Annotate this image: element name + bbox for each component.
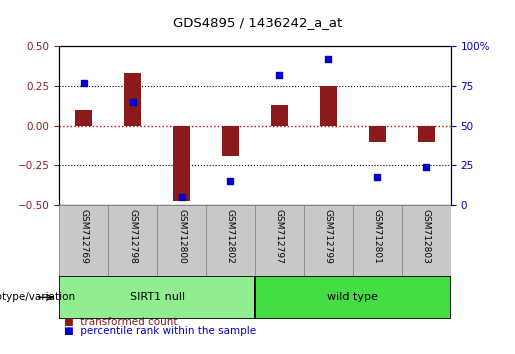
Bar — [59, 205, 108, 276]
Text: GSM712803: GSM712803 — [422, 209, 431, 264]
Bar — [353, 205, 402, 276]
Point — [129, 99, 137, 105]
Text: GDS4895 / 1436242_a_at: GDS4895 / 1436242_a_at — [173, 16, 342, 29]
Bar — [59, 276, 255, 319]
Bar — [369, 126, 386, 142]
Point — [422, 164, 430, 170]
Text: GSM712801: GSM712801 — [373, 209, 382, 264]
Bar — [418, 126, 435, 142]
Point — [79, 80, 88, 85]
Text: genotype/variation: genotype/variation — [0, 292, 76, 302]
Bar — [173, 126, 190, 200]
Bar — [75, 110, 92, 126]
Text: GSM712802: GSM712802 — [226, 209, 235, 264]
Bar — [304, 205, 353, 276]
Point — [177, 195, 185, 200]
Bar — [271, 105, 288, 126]
Bar — [108, 205, 157, 276]
Point — [226, 178, 234, 184]
Bar — [206, 205, 255, 276]
Text: GSM712799: GSM712799 — [324, 209, 333, 264]
Text: GSM712798: GSM712798 — [128, 209, 137, 264]
Text: wild type: wild type — [328, 292, 378, 302]
Text: GSM712797: GSM712797 — [275, 209, 284, 264]
Point — [324, 56, 333, 62]
Text: SIRT1 null: SIRT1 null — [129, 292, 185, 302]
Bar — [320, 86, 337, 126]
Text: GSM712769: GSM712769 — [79, 209, 88, 264]
Point — [373, 174, 381, 179]
Bar — [255, 276, 451, 319]
Text: GSM712800: GSM712800 — [177, 209, 186, 264]
Text: ■  transformed count: ■ transformed count — [64, 317, 178, 327]
Bar — [124, 73, 141, 126]
Bar — [402, 205, 451, 276]
Bar — [157, 205, 206, 276]
Bar — [222, 126, 239, 156]
Text: ■  percentile rank within the sample: ■ percentile rank within the sample — [64, 326, 256, 336]
Point — [275, 72, 283, 78]
Bar — [255, 205, 304, 276]
